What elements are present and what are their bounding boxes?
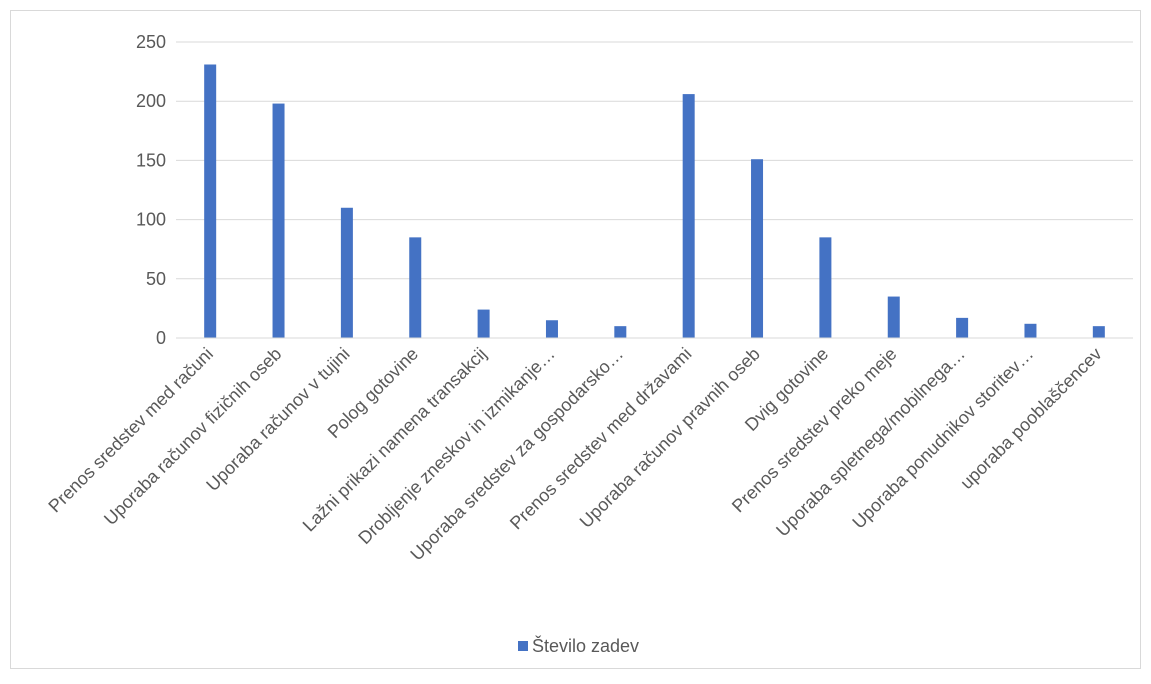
bar bbox=[956, 317, 969, 338]
bars bbox=[204, 64, 1105, 339]
chart-border bbox=[10, 10, 1141, 669]
bar bbox=[1024, 323, 1037, 338]
bar bbox=[1092, 326, 1105, 338]
y-tick-label: 250 bbox=[136, 32, 166, 52]
bar bbox=[614, 326, 627, 338]
y-tick-label: 150 bbox=[136, 150, 166, 170]
legend-swatch bbox=[518, 641, 528, 651]
bar bbox=[340, 207, 353, 338]
y-axis-tick-labels: 0 50 100 150 200 250 bbox=[136, 32, 166, 348]
bar bbox=[887, 296, 900, 338]
bar bbox=[477, 309, 490, 338]
legend-label: Število zadev bbox=[532, 635, 639, 656]
bar bbox=[204, 64, 217, 338]
y-tick-label: 100 bbox=[136, 210, 166, 230]
bar bbox=[545, 320, 558, 338]
y-tick-label: 0 bbox=[156, 328, 166, 348]
bar bbox=[409, 237, 422, 338]
y-tick-label: 50 bbox=[146, 269, 166, 289]
y-tick-label: 200 bbox=[136, 91, 166, 111]
bar bbox=[272, 103, 285, 339]
bar bbox=[819, 237, 832, 338]
bar bbox=[751, 159, 764, 338]
gridlines bbox=[176, 41, 1133, 280]
bar bbox=[682, 94, 695, 338]
legend: Število zadev bbox=[518, 635, 639, 656]
